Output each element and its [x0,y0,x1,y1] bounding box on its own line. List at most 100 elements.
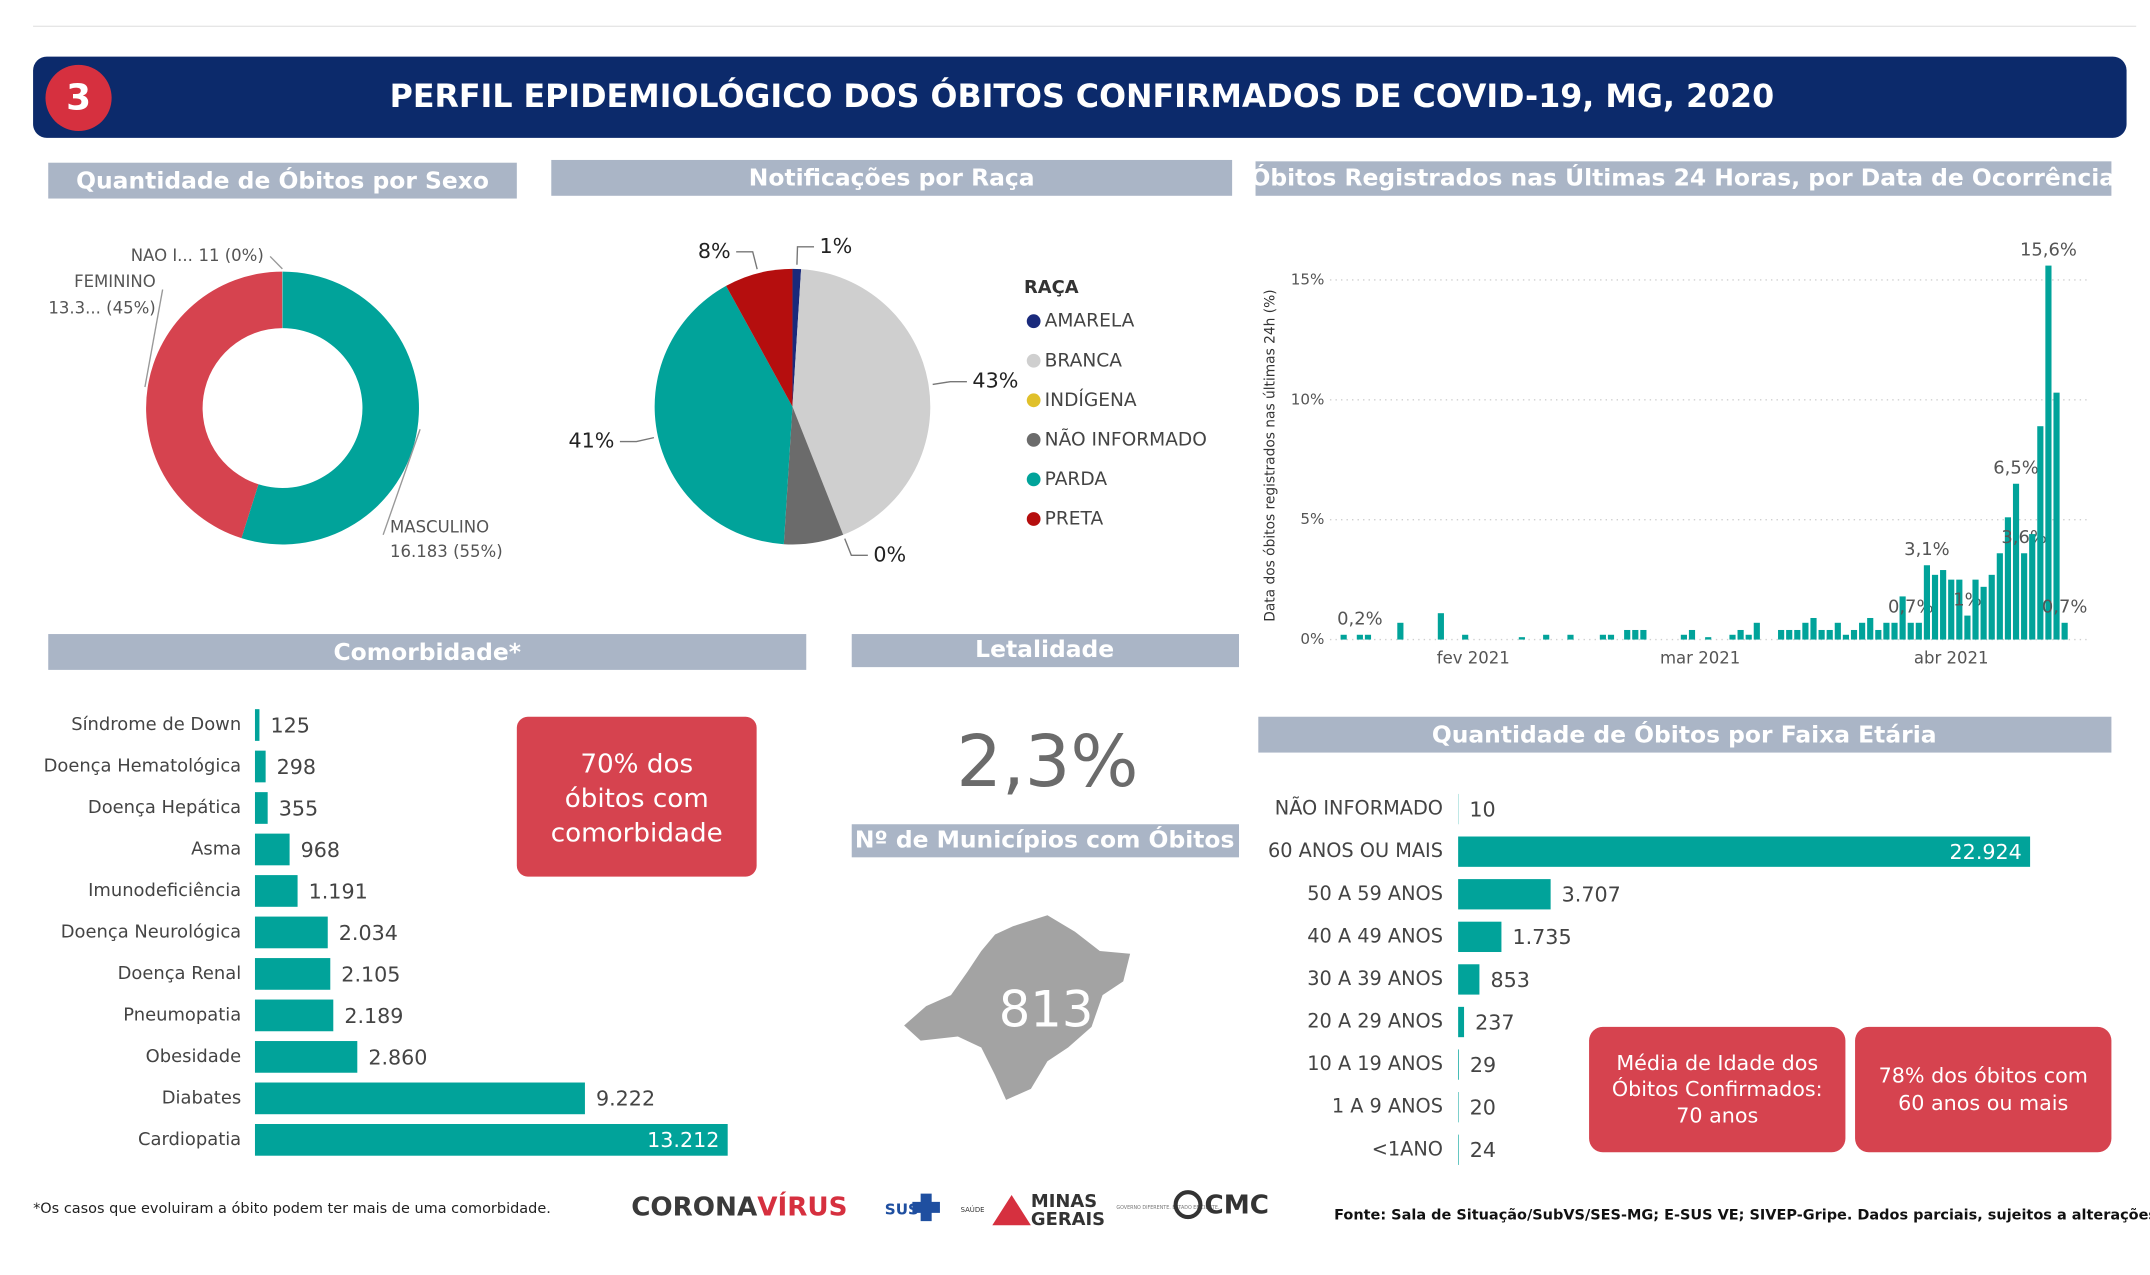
header-badge [45,64,112,132]
legend-swatch [1026,432,1041,447]
bar [1624,629,1631,640]
category-label: 30 A 39 ANOS [1307,967,1443,990]
category-label: <1ANO [1372,1137,1443,1160]
bar [1705,637,1712,640]
pie-slice [792,269,931,535]
bar [2004,517,2012,640]
footnote: *Os casos que evoluiram a óbito podem te… [33,1201,551,1217]
callout-line: 60 anos ou mais [1898,1091,2068,1115]
pie-slice [783,406,844,545]
legend-swatch [1026,314,1041,329]
value-label: 13.3... (45%) [48,298,155,317]
bar [1462,634,1469,640]
bar [1688,629,1696,640]
category-label: FEMININO [74,272,156,291]
bar [254,1041,358,1073]
callout-line: Média de Idade dos [1616,1051,1818,1075]
bar [1567,634,1574,640]
bar [1458,1134,1459,1165]
logo-text: MINAS [1031,1191,1097,1212]
bar [1737,629,1744,640]
x-tick-label: abr 2021 [1914,648,1989,667]
bar [1458,879,1551,910]
value-label: 9.222 [596,1087,655,1111]
value-label: 0% [873,542,906,566]
category-label: Diabates [162,1087,241,1108]
leader-line [932,380,967,386]
callout-line: comorbidade [551,818,723,848]
legend-label: AMARELA [1045,311,1135,332]
bar [1753,622,1760,640]
logo-triangle [992,1194,1031,1226]
bar [1458,964,1480,995]
bar [2045,265,2052,640]
y-tick-label: 5% [1300,510,1324,528]
bar [1729,634,1736,640]
bar [254,709,260,741]
leader-line [736,251,758,270]
value-label: 968 [301,838,340,862]
bar [1996,553,2003,640]
value-label: 6,5% [1993,458,2039,479]
leader-line [144,289,164,388]
legend-label: BRANCA [1045,350,1123,371]
legend-swatch [1026,353,1041,368]
callout-line: Óbitos Confirmados: [1612,1076,1823,1101]
bar [1907,622,1914,640]
logo-ring [1173,1190,1203,1220]
category-label: Doença Renal [118,963,242,984]
bar [1397,622,1404,640]
bar [1883,622,1890,640]
value-label: 2.034 [339,921,398,945]
value-label: 41% [568,429,614,453]
logo-corona: CORONAVÍRUS [631,1190,847,1222]
value-label: 3.707 [1562,883,1621,907]
value-label: 853 [1490,968,1529,992]
x-tick-label: fev 2021 [1437,648,1510,667]
pie-slice [241,271,419,545]
bar [1810,617,1817,640]
category-label: Síndrome de Down [71,714,241,735]
section-title: Letalidade [975,635,1114,663]
value-label: 1% [820,234,853,258]
leader-line [796,246,815,265]
category-label: Pneumopatia [123,1004,241,1025]
bar [1948,579,1955,640]
value-label: 29 [1470,1053,1496,1077]
legend-title: RAÇA [1024,277,1079,298]
value-label: 0,7% [1888,597,1934,618]
logo-text: SAÚDE [961,1205,985,1214]
section-bar [551,159,1233,196]
value-label: 16.183 (55%) [390,542,503,561]
bar [1364,634,1372,640]
leader-line [619,436,655,443]
section-title: Quantidade de Óbitos por Sexo [76,167,489,195]
bar [1458,836,2031,867]
callout-box [1589,1026,1846,1153]
leader-line [269,255,283,270]
value-label: 20 [1470,1096,1496,1120]
logo-text: CMC [1205,1191,1269,1221]
bar [1867,617,1874,640]
bar [1632,629,1639,640]
value-label: 298 [277,755,316,779]
value-label: 8% [698,239,731,263]
x-tick-label: mar 2021 [1660,648,1740,667]
y-tick-label: 15% [1291,270,1325,288]
bar [1980,586,1987,640]
bar [254,875,298,907]
bar [1842,634,1849,640]
section-bar [1258,716,2112,753]
value-label: 2.105 [341,962,400,986]
bar [254,1082,585,1115]
bar [1891,622,1898,640]
category-label: 50 A 59 ANOS [1307,882,1443,905]
bar [1988,574,1995,640]
y-axis-title: Data dos óbitos registrados nas últimas … [1263,289,1279,621]
value-label: 13.212 [647,1128,719,1152]
pie-slice [654,285,793,545]
value-label: 0,2% [1337,609,1383,630]
bar [1834,622,1841,640]
